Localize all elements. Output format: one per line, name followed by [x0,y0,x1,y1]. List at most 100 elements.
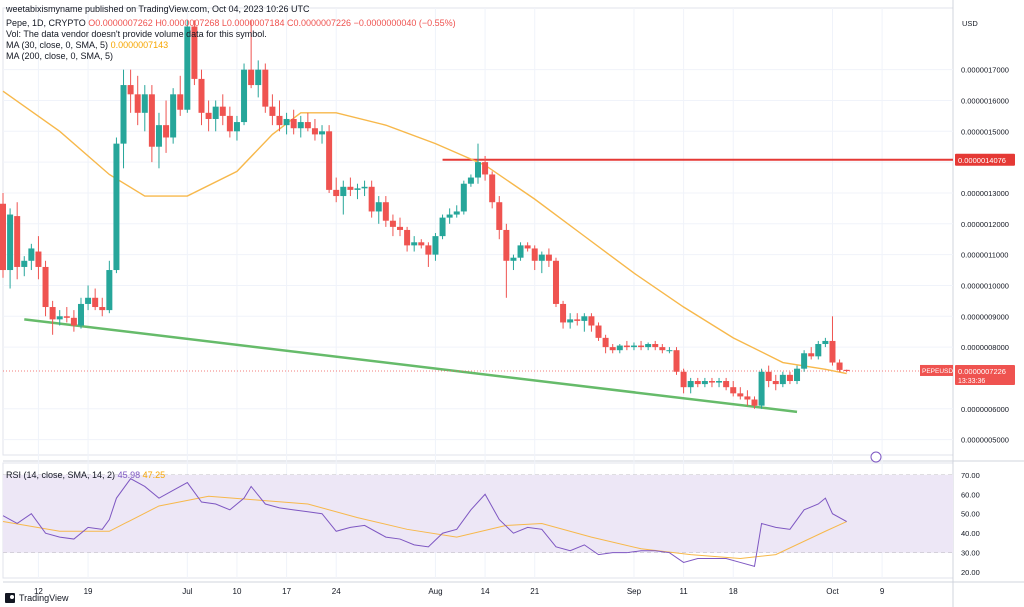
candle-body [808,353,815,357]
candle-body [241,69,248,123]
candle-body [177,94,184,110]
symbol-text[interactable]: Pepe, 1D, CRYPTO [6,18,86,28]
ma200-label[interactable]: MA (200, close, 0, SMA, 5) [6,51,114,61]
time-tick-label: 21 [530,587,539,596]
candle-body [666,350,673,352]
price-pane [2,7,954,456]
candle-body [446,214,453,218]
symbol-badge [920,364,953,376]
volume-line: Vol: The data vendor doesn't provide vol… [6,29,267,40]
candle-body [290,118,297,129]
time-tick-label: Sep [627,587,642,596]
rsi-legend[interactable]: RSI (14, close, SMA, 14, 2) 45.98 47.25 [6,470,165,481]
candle-body [673,350,680,372]
rsi-tick-label: 60.00 [961,490,980,499]
candle-body [226,115,233,132]
candle-body [460,183,467,212]
candle-body [659,347,666,351]
candle-body [467,177,474,184]
candle-body [14,216,21,267]
rsi-tick-label: 20.00 [961,568,980,577]
candle-body [758,371,765,406]
time-tick-label: 10 [233,587,242,596]
rsi-label[interactable]: RSI (14, close, SMA, 14, 2) [6,470,116,480]
candle-body [723,381,730,388]
candle-body [21,260,28,267]
candle-body [184,26,191,110]
price-tick-label: 0.0000009000 [961,312,1009,321]
price-tick-label: 0.0000012000 [961,220,1009,229]
ma30-line [2,90,847,375]
candle-body [326,131,333,190]
candle-body [701,381,708,385]
candle-body [106,270,113,311]
candle-body [120,85,127,144]
price-tick-label: 0.0000005000 [961,436,1009,445]
candle-body [609,347,616,351]
rsi-value: 45.98 [117,470,141,480]
candle-body [163,125,170,138]
symbol-badge-text: PEPEUSD [922,368,953,375]
tradingview-icon [5,593,15,603]
candle-body [716,381,723,383]
time-tick-label: 24 [332,587,341,596]
candle-body [602,337,609,348]
candle-body [630,345,637,348]
candle-body [510,257,517,261]
candle-body [801,353,808,369]
ma200-line[interactable]: MA (200, close, 0, SMA, 5) [6,51,113,62]
candle-body [70,317,77,326]
time-tick-label: 11 [679,587,688,596]
candle-body [141,94,148,113]
candle-body [361,186,368,189]
price-badge [955,364,1015,385]
candle-body [113,143,120,271]
candle-body [737,393,744,397]
ma30-value: 0.0000007143 [110,40,169,50]
candle-body [779,374,786,385]
candle-body [687,381,694,388]
price-badge-text: 0.0000007226 [958,367,1006,376]
time-tick-label: 19 [84,587,93,596]
candle-body [85,297,92,304]
candle-body [77,303,84,326]
time-tick-label: 9 [880,587,885,596]
time-tick-label: 14 [481,587,490,596]
candle-body [517,245,524,258]
candle-body [545,254,552,261]
candle-body [439,217,446,237]
candle-body [560,303,567,323]
candle-body [489,174,496,203]
candle-body [205,112,212,119]
candle-body [822,340,829,345]
candle-body [503,229,510,261]
symbol-line[interactable]: Pepe, 1D, CRYPTO O0.0000007262 H0.000000… [6,18,456,29]
candle-body [829,340,836,363]
candle-body [843,369,850,371]
candle-body [283,118,290,126]
candle-body [786,374,793,382]
publisher-text: weetabixismyname published on TradingVie… [6,4,310,14]
candle-body [574,319,581,321]
ma30-line[interactable]: MA (30, close, 0, SMA, 5) 0.0000007143 [6,40,168,51]
candle-body [134,94,141,113]
candle-body [148,94,155,147]
candle-body [35,251,42,267]
volume-note: Vol: The data vendor doesn't provide vol… [6,29,267,39]
candle-body [588,316,595,326]
time-tick-label: 17 [282,587,291,596]
candle-body [354,188,361,190]
candle-body [595,325,602,338]
candle-body [616,345,623,351]
candle-body [765,371,772,382]
candle-body [397,226,404,230]
ma30-label[interactable]: MA (30, close, 0, SMA, 5) [6,40,109,50]
candle-body [652,344,659,348]
candle-body [333,189,340,197]
candle-body [772,381,779,385]
candle-body [92,297,99,308]
candle-body [425,245,432,255]
candle-body [623,345,630,348]
candle-body [155,125,162,147]
